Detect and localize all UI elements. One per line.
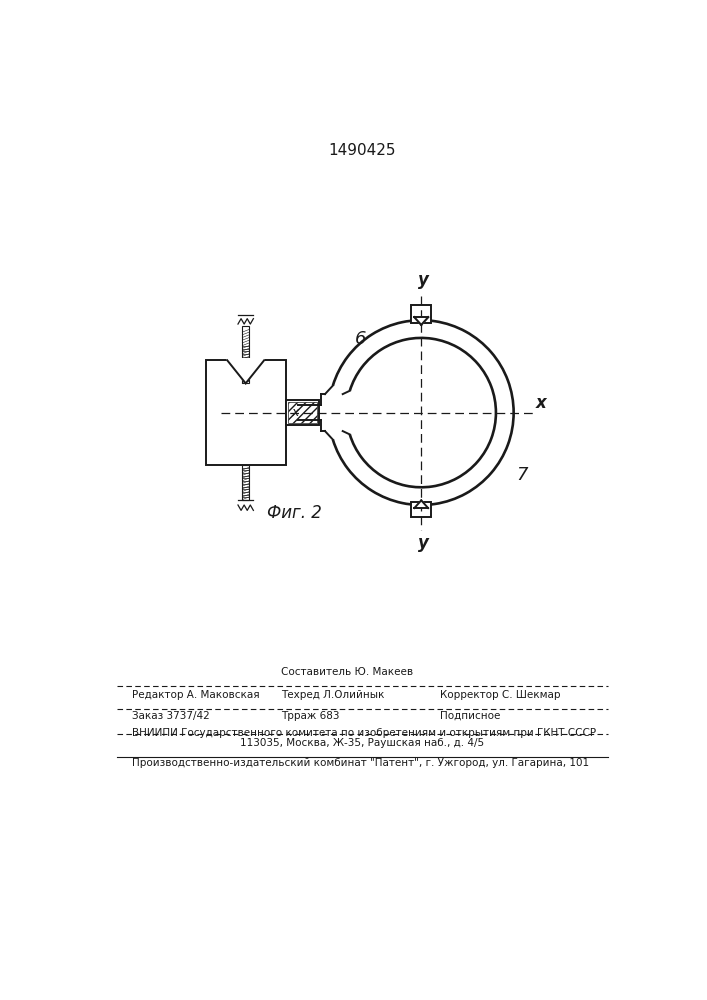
Text: 113035, Москва, Ж-35, Раушская наб., д. 4/5: 113035, Москва, Ж-35, Раушская наб., д. … [240,738,484,748]
Text: Производственно-издательский комбинат "Патент", г. Ужгород, ул. Гагарина, 101: Производственно-издательский комбинат "П… [132,758,590,768]
Text: y: y [418,271,429,289]
Text: Техред Л.Олийнык: Техред Л.Олийнык [281,690,385,700]
Bar [288,402,317,423]
Polygon shape [227,359,264,383]
Text: ВНИИПИ Государственного комитета по изобретениям и открытиям при ГКНТ СССР: ВНИИПИ Государственного комитета по изоб… [132,728,597,738]
Polygon shape [414,500,428,508]
Polygon shape [246,360,264,383]
Bar [411,502,431,517]
Bar [243,465,249,500]
Text: Заказ 3737/42: Заказ 3737/42 [132,711,210,721]
Polygon shape [414,317,428,325]
Bar [243,326,249,383]
Text: Составитель Ю. Макеев: Составитель Ю. Макеев [281,667,413,677]
Text: 1490425: 1490425 [328,143,396,158]
Text: y: y [418,534,429,552]
Bar [286,400,319,425]
Text: Фиг. 2: Фиг. 2 [267,504,322,522]
Text: Редактор А. Маковская: Редактор А. Маковская [132,690,260,700]
Text: x: x [291,406,298,419]
Text: 7: 7 [516,466,527,484]
Text: Корректор С. Шекмар: Корректор С. Шекмар [440,690,561,700]
Bar [411,305,431,323]
Text: x: x [535,394,546,412]
Bar [206,360,286,465]
Polygon shape [227,360,246,383]
Text: 6: 6 [355,330,366,348]
Text: Подписное: Подписное [440,711,501,721]
Text: Трраж 683: Трраж 683 [281,711,339,721]
